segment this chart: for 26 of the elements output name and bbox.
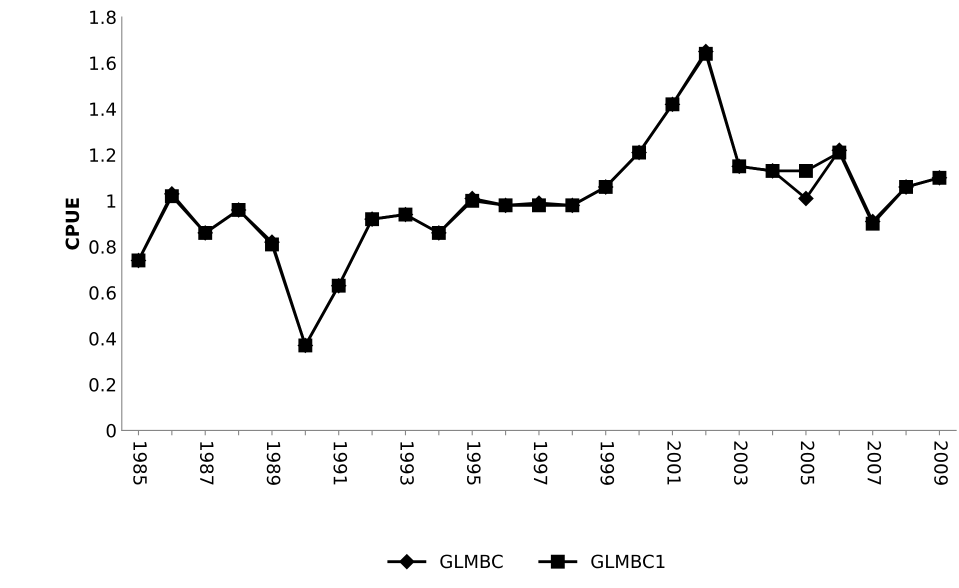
y-tick-label: 1.6 [90, 56, 116, 70]
y-tick-label: 1.2 [90, 148, 116, 162]
x-tick-label: 1991 [333, 442, 348, 484]
x-tick-label: 2009 [934, 441, 948, 485]
x-tick-label: 2003 [734, 441, 748, 485]
y-tick-label: 1.4 [90, 102, 116, 116]
x-tick-label: 1987 [200, 442, 214, 485]
y-axis-title: CPUE [66, 198, 80, 250]
y-tick-label: 0.8 [89, 240, 116, 254]
x-tick-label: 1997 [534, 442, 548, 485]
y-tick-label: 0 [106, 424, 116, 438]
y-tick-label: 0.6 [89, 286, 116, 300]
x-tick-label: 2005 [800, 441, 814, 485]
legend-label: GLMBC [440, 554, 503, 568]
y-tick-label: 1.8 [90, 10, 116, 24]
x-tick-label: 1985 [133, 442, 147, 485]
x-tick-label: 1995 [466, 442, 481, 485]
x-tick-label: 1999 [600, 442, 614, 485]
y-tick-label: 0.4 [89, 332, 116, 346]
x-tick-label: 1989 [266, 442, 280, 485]
y-tick-label: 1 [107, 194, 116, 208]
y-tick-label: 0.2 [89, 378, 116, 392]
x-tick-label: 2001 [667, 441, 681, 484]
x-tick-label: 2007 [867, 441, 882, 485]
legend-label: GLMBC1 [591, 554, 664, 568]
x-tick-label: 1993 [400, 442, 414, 485]
